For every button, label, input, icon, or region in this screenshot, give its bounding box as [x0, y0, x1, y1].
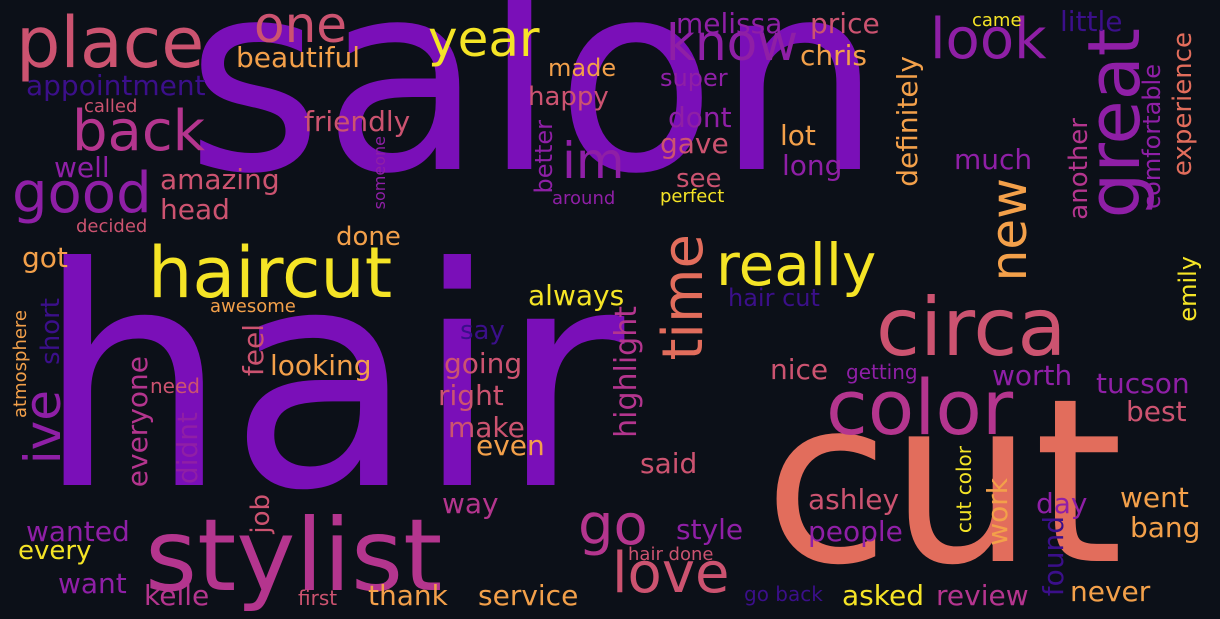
word-lot: lot: [780, 119, 816, 152]
word-going: going: [444, 347, 523, 380]
word-hair: hair: [36, 203, 625, 557]
word-know: know: [666, 14, 799, 72]
word-beautiful: beautiful: [236, 41, 361, 74]
word-getting: getting: [846, 360, 918, 384]
word-people: people: [808, 515, 903, 548]
word-gave: gave: [660, 127, 729, 160]
word-never: never: [1070, 575, 1151, 608]
word-better: better: [530, 120, 558, 194]
word-said: said: [640, 447, 698, 480]
word-found: found: [1037, 516, 1070, 597]
word-work: work: [981, 478, 1014, 546]
word-got: got: [22, 241, 68, 274]
word-experience: experience: [1168, 32, 1198, 177]
word-much: much: [954, 143, 1033, 176]
word-made: made: [548, 54, 617, 82]
word-another: another: [1064, 118, 1094, 220]
word-chris: chris: [800, 39, 868, 72]
word-need: need: [150, 374, 200, 398]
word-someone: someone: [370, 136, 389, 210]
word-emily: emily: [1174, 256, 1202, 322]
word-melissa: melissa: [676, 7, 783, 40]
word-well: well: [54, 151, 110, 184]
word-thank: thank: [368, 579, 448, 612]
word-amazing: amazing: [160, 163, 280, 196]
word-want: want: [58, 567, 127, 600]
word-little: little: [1060, 5, 1123, 38]
word-color: color: [826, 363, 1014, 452]
word-definitely: definitely: [891, 56, 924, 187]
word-hair-done: hair done: [628, 544, 714, 565]
word-asked: asked: [842, 579, 924, 612]
word-time: time: [651, 234, 716, 361]
word-bang: bang: [1130, 511, 1201, 544]
word-circa: circa: [876, 281, 1067, 374]
word-back: back: [72, 99, 206, 164]
word-review: review: [936, 579, 1029, 612]
word-go-back: go back: [744, 582, 823, 606]
word-decided: decided: [76, 216, 148, 237]
word-service: service: [478, 579, 579, 612]
word-long: long: [782, 149, 843, 182]
word-stylist: stylist: [145, 497, 443, 614]
word-done: done: [336, 222, 401, 252]
word-tucson: tucson: [1096, 367, 1190, 400]
word-nice: nice: [770, 353, 829, 386]
word-even: even: [476, 429, 545, 462]
word-worth: worth: [992, 359, 1073, 392]
word-wanted: wanted: [26, 515, 130, 548]
word-ashley: ashley: [808, 483, 900, 516]
word-best: best: [1126, 395, 1187, 428]
word-always: always: [528, 279, 625, 312]
word-comfortable: comfortable: [1138, 64, 1166, 210]
word-called: called: [84, 96, 138, 117]
word-one: one: [254, 0, 348, 54]
word-really: really: [716, 231, 877, 299]
word-went: went: [1120, 481, 1189, 514]
word-new: new: [980, 178, 1038, 282]
word-looking: looking: [270, 349, 372, 382]
word-around: around: [552, 188, 616, 209]
word-price: price: [810, 7, 880, 40]
word-place: place: [16, 2, 205, 84]
word-see: see: [676, 164, 722, 194]
word-everyone: everyone: [121, 356, 154, 488]
word-job: job: [246, 494, 276, 534]
word-make: make: [448, 411, 525, 444]
word-good: good: [12, 161, 152, 226]
word-head: head: [160, 193, 230, 226]
word-right: right: [438, 379, 504, 412]
word-im: im: [562, 132, 625, 190]
word-came: came: [972, 10, 1022, 31]
word-salon: salon: [186, 0, 883, 231]
word-friendly: friendly: [304, 105, 411, 138]
word-appointment: appointment: [26, 69, 206, 102]
word-way: way: [442, 487, 499, 520]
word-look: look: [930, 7, 1047, 72]
word-first: first: [298, 586, 338, 610]
word-cut: cut: [764, 349, 1124, 615]
word-feel: feel: [237, 324, 270, 377]
word-awesome: awesome: [210, 296, 296, 317]
word-highlight: highlight: [609, 306, 644, 438]
word-short: short: [36, 298, 66, 365]
word-kelle: kelle: [144, 579, 210, 612]
word-year: year: [428, 10, 540, 68]
word-perfect: perfect: [660, 186, 725, 207]
word-every: every: [18, 536, 92, 566]
word-go: go: [578, 493, 648, 558]
word-day: day: [1036, 487, 1088, 520]
word-cut-color: cut color: [952, 446, 976, 534]
word-say: say: [460, 316, 505, 346]
word-atmosphere: atmosphere: [10, 310, 31, 418]
word-happy: happy: [528, 82, 609, 112]
word-love: love: [612, 541, 730, 606]
word-haircut: haircut: [148, 232, 393, 314]
word-hair-cut: hair cut: [728, 284, 820, 312]
word-dont: dont: [668, 101, 732, 134]
word-style: style: [676, 513, 744, 546]
word-super: super: [660, 64, 728, 92]
word-didnt: didnt: [171, 412, 204, 485]
